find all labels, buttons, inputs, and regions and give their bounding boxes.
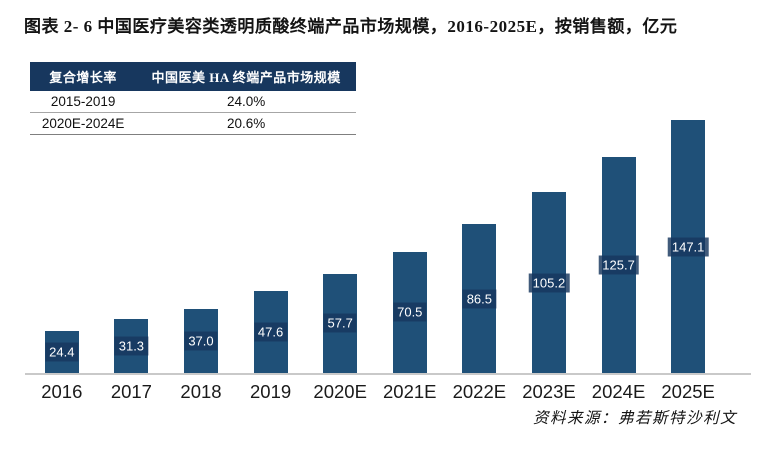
table-row: 2015-2019 24.0% (30, 91, 356, 113)
bar-2020E: 57.7 (323, 273, 358, 373)
bar-value-label: 47.6 (253, 322, 288, 342)
figure-title: 图表 2- 6 中国医疗美容类透明质酸终端产品市场规模，2016-2025E，按… (24, 17, 678, 36)
bar-value-label: 31.3 (114, 336, 149, 356)
bar-slot: 31.3 (97, 108, 167, 373)
x-tick-2021E: 2021E (383, 381, 437, 402)
cagr-period-cell: 2015-2019 (30, 91, 137, 113)
table-row: 2020E-2024E 20.6% (30, 112, 356, 135)
bar-value-label: 57.7 (323, 313, 357, 333)
bar-2019: 47.6 (253, 291, 288, 373)
bar-value-label: 147.1 (667, 237, 709, 256)
bar-chart: 24.4 31.3 37.0 47.6 57.7 70.5 86.5 105.2 125.7 14… (25, 108, 751, 402)
x-tick-2025E: 2025E (661, 381, 715, 402)
bar-value-label: 125.7 (598, 255, 639, 275)
cagr-header-market: 中国医美 HA 终端产品市场规模 (136, 62, 356, 91)
bar-value-label: 86.5 (462, 289, 497, 309)
cagr-period-cell: 2020E-2024E (30, 112, 137, 135)
bar-slot: 57.7 (305, 108, 375, 373)
bar-2018: 37.0 (183, 309, 218, 373)
x-tick-2017: 2017 (110, 381, 152, 402)
cagr-header-growth: 复合增长率 (30, 62, 137, 91)
x-tick-2020E: 2020E (313, 381, 367, 402)
bar-slot: 37.0 (166, 108, 236, 373)
bar-value-label: 37.0 (184, 331, 218, 351)
bar-slot: 147.1 (653, 108, 723, 373)
x-tick-2018: 2018 (180, 381, 222, 402)
bar-value-label: 24.4 (45, 342, 79, 362)
x-axis-line (25, 373, 751, 375)
cagr-table-header-row: 复合增长率 中国医美 HA 终端产品市场规模 (30, 62, 356, 91)
bar-slot: 70.5 (375, 108, 445, 373)
plot-area: 24.4 31.3 37.0 47.6 57.7 70.5 86.5 105.2 125.7 14… (27, 108, 723, 373)
x-tick-2023E: 2023E (522, 381, 576, 402)
cagr-table: 复合增长率 中国医美 HA 终端产品市场规模 2015-2019 24.0% 2… (30, 62, 356, 135)
bar-value-label: 105.2 (528, 273, 570, 293)
bar-2024E: 125.7 (598, 156, 639, 373)
bar-2025E: 147.1 (667, 120, 709, 373)
source-note: 资料来源：弗若斯特沙利文 (532, 410, 737, 427)
bar-2017: 31.3 (114, 319, 149, 373)
bar-slot: 47.6 (236, 108, 306, 373)
x-tick-2022E: 2022E (452, 381, 507, 402)
bar-value-label: 70.5 (393, 302, 427, 322)
x-axis: 2016 2017 2018 2019 2020E 2021E 2022E 2023E 2024… (27, 381, 723, 403)
cagr-value-cell: 20.6% (136, 112, 356, 135)
bar-slot: 24.4 (27, 108, 97, 373)
bar-2022E: 86.5 (462, 224, 497, 373)
cagr-value-cell: 24.0% (136, 91, 356, 113)
bar-2023E: 105.2 (528, 192, 570, 373)
x-tick-2019: 2019 (250, 381, 292, 402)
x-tick-2024E: 2024E (591, 381, 646, 402)
bar-slot: 125.7 (584, 108, 654, 373)
bar-slot: 105.2 (514, 108, 584, 373)
bar-2021E: 70.5 (392, 251, 427, 373)
x-tick-2016: 2016 (41, 381, 83, 402)
bar-slot: 86.5 (445, 108, 515, 373)
bar-2016: 24.4 (44, 331, 79, 373)
